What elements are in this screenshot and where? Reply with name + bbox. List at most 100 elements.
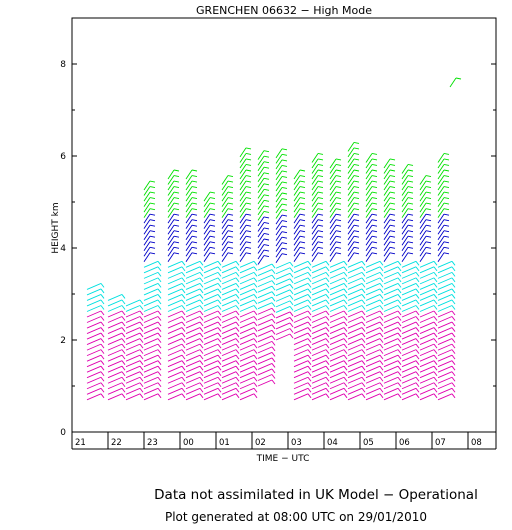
wind-barb (329, 180, 342, 191)
wind-barb (383, 393, 402, 401)
wind-barb (293, 382, 312, 390)
wind-barb (239, 332, 258, 340)
wind-barb (293, 349, 312, 357)
wind-barb (419, 288, 438, 296)
wind-barb (203, 208, 216, 218)
wind-barb (203, 321, 222, 329)
wind-barb (365, 382, 384, 390)
wind-barb (311, 321, 330, 329)
wind-barb (401, 169, 414, 180)
wind-barb (143, 282, 162, 290)
wind-barb (383, 219, 396, 229)
x-tick-label: 08 (471, 438, 482, 448)
wind-barb (203, 387, 222, 395)
wind-barb (185, 180, 198, 191)
wind-barb (365, 224, 378, 235)
y-tick-label: 8 (60, 60, 66, 70)
wind-barb (257, 368, 276, 376)
wind-barb (311, 158, 324, 169)
wind-barb (365, 343, 384, 351)
wind-barb (401, 260, 420, 268)
wind-barb (86, 316, 105, 323)
wind-barb (185, 382, 204, 390)
wind-barb (311, 241, 324, 252)
wind-barb (437, 197, 450, 207)
wind-barb (239, 316, 258, 323)
wind-barb (437, 305, 456, 312)
wind-barb (203, 349, 222, 357)
wind-barb (329, 316, 348, 323)
wind-barb (419, 316, 438, 323)
wind-barb (143, 332, 162, 340)
wind-barb (275, 236, 288, 247)
wind-barb (239, 169, 252, 180)
x-tick-label: 06 (399, 438, 410, 448)
wind-barb (437, 213, 450, 224)
wind-barb (185, 310, 204, 318)
wind-barb (257, 238, 270, 249)
wind-barb (347, 299, 366, 307)
wind-barb (257, 335, 276, 343)
wind-barb (167, 230, 180, 240)
wind-barb (125, 349, 144, 357)
wind-barb (86, 305, 105, 312)
wind-barb (257, 216, 270, 227)
wind-barb (311, 310, 330, 318)
wind-barb (107, 321, 126, 329)
wind-barb (257, 374, 276, 381)
wind-barb (383, 230, 396, 240)
wind-barb (239, 271, 258, 279)
wind-barb (143, 208, 156, 218)
wind-barb (203, 197, 216, 207)
wind-barb (329, 288, 348, 296)
wind-barb (185, 294, 204, 301)
wind-barb (365, 241, 378, 252)
wind-barb (203, 376, 222, 384)
wind-barb (107, 365, 126, 373)
wind-barb (203, 235, 216, 246)
wind-barb (125, 354, 144, 362)
wind-barb (239, 202, 252, 213)
wind-barb (419, 382, 438, 390)
wind-barb (401, 299, 420, 307)
wind-barb (347, 310, 366, 318)
wind-barb (167, 202, 180, 213)
wind-barb (143, 230, 156, 240)
wind-barb (257, 249, 270, 260)
wind-barb (143, 299, 162, 307)
wind-barb (311, 376, 330, 384)
wind-barb (167, 246, 180, 257)
wind-barb (293, 288, 312, 296)
wind-barb (293, 175, 306, 185)
wind-barb (383, 354, 402, 362)
wind-barb (221, 175, 234, 185)
wind-barb (275, 198, 288, 208)
wind-barb (437, 382, 456, 390)
wind-barb (275, 300, 294, 308)
wind-barb (347, 147, 360, 158)
wind-barb (86, 338, 105, 346)
wind-barb (86, 360, 105, 368)
wind-barb (365, 197, 378, 207)
wind-barb (221, 208, 234, 218)
wind-barb (329, 376, 348, 384)
wind-barb (143, 376, 162, 384)
wind-barb (239, 382, 258, 390)
wind-barb (293, 235, 306, 246)
wind-barb (203, 393, 222, 401)
wind-barb (329, 360, 348, 368)
wind-barb (329, 197, 342, 207)
wind-barb (437, 332, 456, 340)
wind-barb (383, 246, 396, 257)
wind-barb (221, 288, 240, 296)
wind-barb (143, 235, 156, 246)
wind-barb (275, 283, 294, 291)
wind-barb (329, 305, 348, 312)
wind-barb (401, 271, 420, 279)
wind-barb (239, 299, 258, 307)
wind-barb (419, 208, 432, 218)
wind-barb (293, 241, 306, 252)
wind-barb (167, 299, 186, 307)
wind-barb (239, 393, 258, 401)
wind-barb (419, 175, 432, 185)
